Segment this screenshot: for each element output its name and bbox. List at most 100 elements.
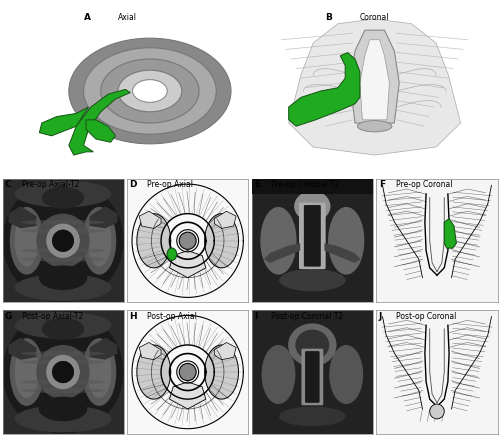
Text: Axial: Axial (118, 13, 137, 21)
Ellipse shape (20, 248, 105, 253)
Ellipse shape (14, 274, 112, 301)
FancyBboxPatch shape (302, 349, 323, 405)
Circle shape (52, 361, 74, 383)
Ellipse shape (10, 207, 43, 275)
Ellipse shape (39, 265, 87, 290)
Polygon shape (90, 338, 118, 360)
Polygon shape (140, 211, 161, 229)
Text: F: F (379, 180, 385, 189)
Circle shape (118, 70, 182, 112)
Ellipse shape (20, 229, 105, 233)
Ellipse shape (20, 388, 105, 393)
Ellipse shape (279, 269, 345, 291)
Circle shape (179, 364, 196, 381)
Polygon shape (360, 40, 390, 120)
Polygon shape (264, 243, 300, 263)
Polygon shape (214, 211, 236, 229)
Ellipse shape (14, 215, 39, 267)
FancyBboxPatch shape (305, 351, 320, 403)
Ellipse shape (14, 180, 112, 208)
Text: Post-op Axial: Post-op Axial (146, 312, 196, 321)
Ellipse shape (206, 346, 238, 398)
Ellipse shape (138, 346, 170, 398)
Polygon shape (170, 382, 206, 409)
Polygon shape (444, 219, 456, 248)
Text: Pre-op Axial: Pre-op Axial (146, 180, 192, 189)
Text: E: E (254, 180, 260, 189)
Ellipse shape (20, 379, 105, 385)
Ellipse shape (14, 346, 39, 398)
Polygon shape (214, 343, 236, 360)
Ellipse shape (296, 329, 330, 360)
Polygon shape (324, 243, 360, 263)
Ellipse shape (167, 248, 177, 260)
Ellipse shape (20, 351, 105, 356)
Polygon shape (140, 343, 161, 360)
Ellipse shape (42, 187, 84, 209)
Text: H: H (130, 312, 137, 321)
Ellipse shape (2, 179, 124, 302)
Polygon shape (86, 120, 116, 142)
Circle shape (179, 232, 196, 249)
Ellipse shape (137, 345, 170, 399)
Bar (252, 179, 373, 194)
Ellipse shape (206, 215, 238, 267)
Circle shape (84, 48, 216, 134)
Text: Pre-op Axial-T2: Pre-op Axial-T2 (22, 180, 79, 189)
Ellipse shape (42, 318, 84, 340)
Ellipse shape (262, 345, 296, 404)
Ellipse shape (279, 406, 345, 426)
Circle shape (132, 80, 167, 102)
Ellipse shape (137, 214, 170, 268)
Polygon shape (90, 206, 118, 229)
Ellipse shape (20, 360, 105, 365)
Polygon shape (350, 30, 399, 123)
Ellipse shape (20, 220, 105, 225)
Ellipse shape (330, 345, 363, 404)
Circle shape (132, 80, 167, 102)
Text: A: A (84, 13, 90, 21)
Ellipse shape (138, 215, 170, 267)
Polygon shape (69, 89, 130, 155)
Ellipse shape (204, 345, 238, 399)
Text: G: G (5, 312, 12, 321)
Ellipse shape (358, 120, 392, 132)
Text: Post-op Axial-T2: Post-op Axial-T2 (22, 312, 83, 321)
Ellipse shape (20, 257, 105, 261)
Polygon shape (8, 206, 36, 229)
Polygon shape (8, 338, 36, 360)
Circle shape (69, 38, 231, 144)
Ellipse shape (87, 346, 112, 398)
Text: J: J (379, 312, 382, 321)
Ellipse shape (2, 311, 124, 434)
Circle shape (52, 230, 74, 252)
Polygon shape (288, 19, 460, 155)
Text: B: B (326, 13, 332, 21)
Ellipse shape (10, 338, 43, 406)
Ellipse shape (260, 207, 296, 275)
Ellipse shape (204, 214, 238, 268)
Text: Pre-op Coronal: Pre-op Coronal (396, 180, 452, 189)
Polygon shape (40, 107, 88, 136)
Ellipse shape (14, 312, 112, 339)
Text: Coronal: Coronal (360, 13, 390, 21)
Ellipse shape (39, 397, 87, 421)
Ellipse shape (328, 207, 364, 275)
Text: Post-op Coronal T2: Post-op Coronal T2 (271, 312, 344, 321)
Circle shape (430, 404, 444, 419)
Text: Post-op Coronal: Post-op Coronal (396, 312, 456, 321)
Text: D: D (130, 180, 137, 189)
Ellipse shape (82, 207, 116, 275)
Polygon shape (288, 53, 360, 126)
Text: C: C (5, 180, 12, 189)
Ellipse shape (87, 215, 112, 267)
Ellipse shape (82, 338, 116, 406)
Circle shape (101, 59, 199, 123)
FancyBboxPatch shape (304, 205, 321, 267)
Ellipse shape (14, 405, 112, 432)
Text: I: I (254, 312, 258, 321)
Text: Pre-op Coronal T2: Pre-op Coronal T2 (271, 180, 340, 189)
FancyBboxPatch shape (299, 203, 326, 269)
Ellipse shape (288, 323, 337, 367)
Ellipse shape (294, 191, 331, 222)
